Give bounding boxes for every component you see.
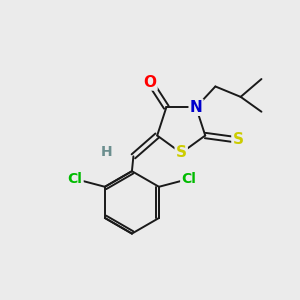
Text: S: S	[176, 146, 187, 160]
Text: N: N	[190, 100, 202, 115]
Text: S: S	[232, 133, 243, 148]
Text: O: O	[143, 74, 157, 89]
Text: Cl: Cl	[68, 172, 82, 186]
Text: Cl: Cl	[181, 172, 196, 186]
Text: H: H	[101, 145, 112, 159]
